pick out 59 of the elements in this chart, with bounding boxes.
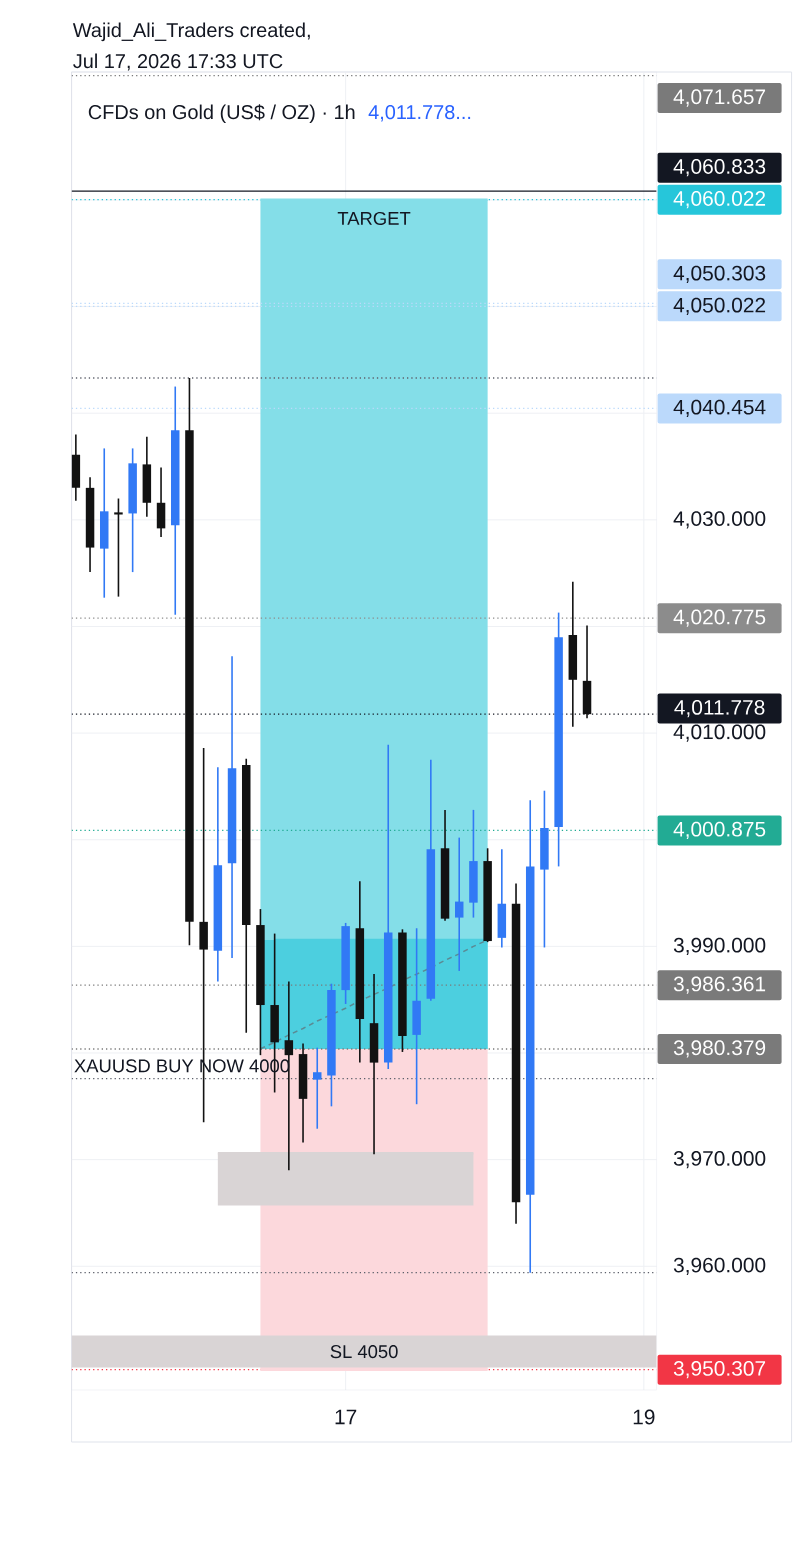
ref-line-label: 4,060.833	[673, 159, 766, 177]
candlestick	[384, 744, 393, 1070]
candlestick	[426, 758, 436, 1002]
candlestick	[540, 789, 549, 949]
candlestick	[355, 880, 365, 1064]
ref-line-label: 3,986.361	[674, 976, 766, 994]
candlestick	[497, 848, 507, 949]
text: Jul 17, 2026 17:33 UTC	[73, 53, 283, 71]
candlestick	[228, 655, 237, 959]
candlestick	[100, 447, 109, 599]
candlestick	[483, 847, 493, 943]
candlestick	[440, 809, 450, 922]
text: 4,011.778...	[368, 105, 471, 122]
ref-line-label: 4,071.657	[673, 89, 766, 107]
ref-line-label: 4,060.022	[673, 191, 766, 209]
ref-line-label: 4,050.022	[673, 297, 766, 315]
candlestick	[369, 973, 379, 1156]
candlestick	[455, 836, 464, 972]
candlestick	[171, 385, 180, 616]
y-tick-label: 4,030.000	[673, 511, 766, 529]
ref-line-label: 4,050.303	[673, 265, 766, 283]
candlestick	[582, 624, 592, 719]
candlestick	[412, 927, 422, 1105]
candlestick	[398, 928, 407, 1053]
ref-line-label: 4,011.778	[674, 699, 765, 718]
candlestick	[526, 799, 535, 1274]
candlestick	[298, 1042, 308, 1144]
x-tick-label: 19	[633, 1409, 655, 1425]
text: CFDs on Gold (US$ / OZ) · 1h	[89, 104, 355, 124]
candlestick	[568, 580, 578, 728]
ref-line-label: 4,040.454	[673, 399, 766, 418]
candlestick	[256, 908, 265, 1056]
x-tick-label: 17	[335, 1409, 357, 1425]
candlestick	[185, 377, 194, 947]
ref-line-label: 3,980.379	[674, 1040, 766, 1058]
candlestick	[128, 447, 138, 573]
candlestick	[71, 433, 81, 502]
y-tick-label: 3,960.000	[674, 1257, 766, 1275]
candlestick	[511, 882, 521, 1225]
candlestick	[327, 982, 336, 1108]
candlestick	[341, 922, 351, 1005]
y-tick-label: 3,990.000	[674, 937, 766, 956]
candlestick	[242, 757, 251, 1034]
annotation: TARGET	[337, 211, 411, 225]
band-label: SL 4050	[330, 1345, 398, 1359]
ref-line-label: 4,020.775	[673, 609, 766, 627]
candlestick	[142, 435, 152, 518]
y-tick-label: 4,010.000	[673, 724, 766, 742]
candlestick	[313, 1046, 322, 1130]
candlestick	[157, 466, 166, 538]
y-tick-label: 3,970.000	[674, 1151, 766, 1169]
candlestick	[213, 766, 223, 983]
candlestick	[554, 611, 564, 868]
candlestick	[114, 497, 123, 598]
text: Wajid_Ali_Traders created,	[73, 22, 310, 42]
ref-line-label: 3,950.307	[674, 1361, 766, 1379]
ref-line-label: 4,000.875	[673, 821, 766, 840]
candlestick	[469, 809, 478, 919]
candlestick	[86, 476, 95, 573]
